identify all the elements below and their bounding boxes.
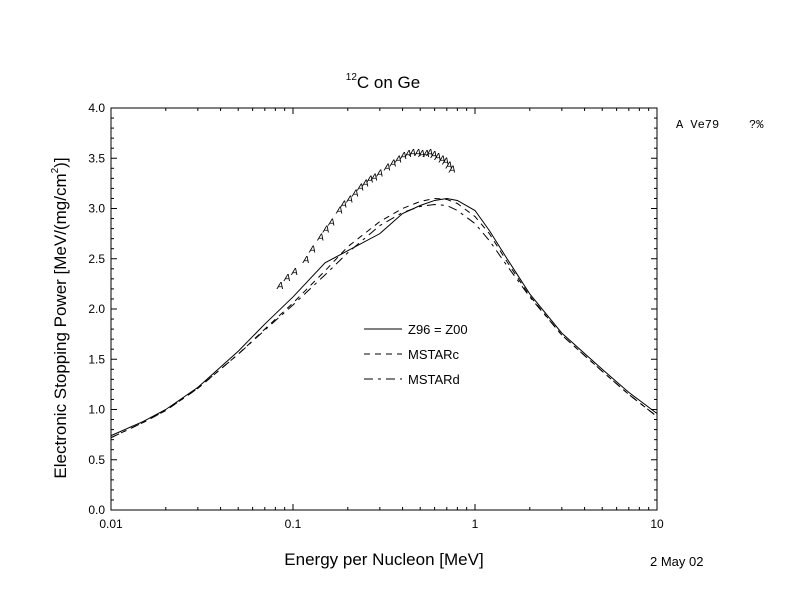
data-point-marker: A [417, 149, 425, 160]
side-legend-label: A Ve79 [676, 118, 719, 132]
data-point-marker: A [290, 267, 298, 278]
chart-title: 12C on Ge [346, 72, 420, 92]
y-tick-labels: 0.0 0.5 1.0 1.5 2.0 2.5 3.0 3.5 4.0 [88, 101, 105, 517]
series-line-z96 [110, 197, 658, 437]
data-point-marker: A [434, 152, 442, 163]
data-point-marker: A [383, 162, 391, 173]
data-point-marker: A [422, 149, 430, 160]
y-tick-label: 4.0 [88, 101, 105, 115]
x-tick-label: 0.1 [285, 517, 302, 531]
data-point-marker: A [351, 188, 359, 199]
y-axis-label-end: )] [51, 157, 70, 167]
date-stamp: 2 May 02 [650, 554, 703, 569]
data-point-marker: A [370, 172, 378, 183]
data-point-marker: A [345, 194, 353, 205]
data-point-marker: A [327, 218, 335, 229]
data-point-marker: A [430, 150, 438, 161]
axis-ticks [110, 107, 658, 511]
data-point-marker: A [426, 148, 434, 159]
data-point-marker: A [404, 149, 412, 160]
x-axis-label: Energy per Nucleon [MeV] [284, 550, 483, 569]
data-point-marker: A [361, 178, 369, 189]
data-point-marker: A [356, 182, 364, 193]
data-point-marker: A [308, 245, 316, 256]
data-point-marker: A [302, 255, 310, 266]
y-tick-label: 1.0 [88, 403, 105, 417]
data-point-marker: A [283, 273, 291, 284]
legend-label-z96: Z96 = Z00 [408, 322, 468, 337]
x-tick-labels: 0.01 0.1 1 10 [99, 517, 664, 531]
data-point-marker: A [438, 154, 446, 165]
data-point-marker: A [339, 199, 347, 210]
y-axis-label-superscript: 2 [50, 167, 61, 173]
data-point-marker: A [316, 233, 324, 244]
data-point-marker: A [413, 148, 421, 159]
y-tick-label: 3.0 [88, 202, 105, 216]
legend: Z96 = Z00 MSTARc MSTARd [364, 322, 468, 387]
x-tick-label: 10 [650, 517, 664, 531]
y-tick-label: 0.5 [88, 453, 105, 467]
y-tick-label: 1.5 [88, 352, 105, 366]
data-point-marker: A [376, 168, 384, 179]
data-point-marker: A [408, 148, 416, 159]
chart-title-main: C on Ge [357, 73, 420, 92]
data-point-marker: A [322, 225, 330, 236]
x-tick-label: 1 [472, 517, 479, 531]
y-tick-label: 2.5 [88, 252, 105, 266]
y-axis-label: Electronic Stopping Power [MeV/(mg/cm2)] [50, 157, 70, 478]
y-tick-label: 0.0 [88, 503, 105, 517]
data-point-marker: A [448, 164, 456, 175]
chart-title-superscript: 12 [346, 72, 358, 83]
data-point-marker: A [399, 151, 407, 162]
series-line-mstard [110, 203, 658, 439]
side-legend-value: ?% [749, 118, 764, 132]
data-point-marker: A [335, 206, 343, 217]
data-point-marker: A [366, 174, 374, 185]
data-point-marker: A [441, 156, 449, 167]
data-point-marker: A [445, 160, 453, 171]
data-point-marker: A [276, 281, 284, 292]
x-tick-label: 0.01 [99, 517, 123, 531]
data-point-marker: A [394, 154, 402, 165]
data-point-marker: A [389, 158, 397, 169]
y-axis-label-main: Electronic Stopping Power [MeV/(mg/cm [51, 173, 70, 478]
series-line-mstarc [110, 197, 658, 439]
legend-label-mstard: MSTARd [408, 372, 460, 387]
y-tick-label: 2.0 [88, 302, 105, 316]
legend-label-mstarc: MSTARc [408, 347, 460, 362]
y-tick-label: 3.5 [88, 151, 105, 165]
